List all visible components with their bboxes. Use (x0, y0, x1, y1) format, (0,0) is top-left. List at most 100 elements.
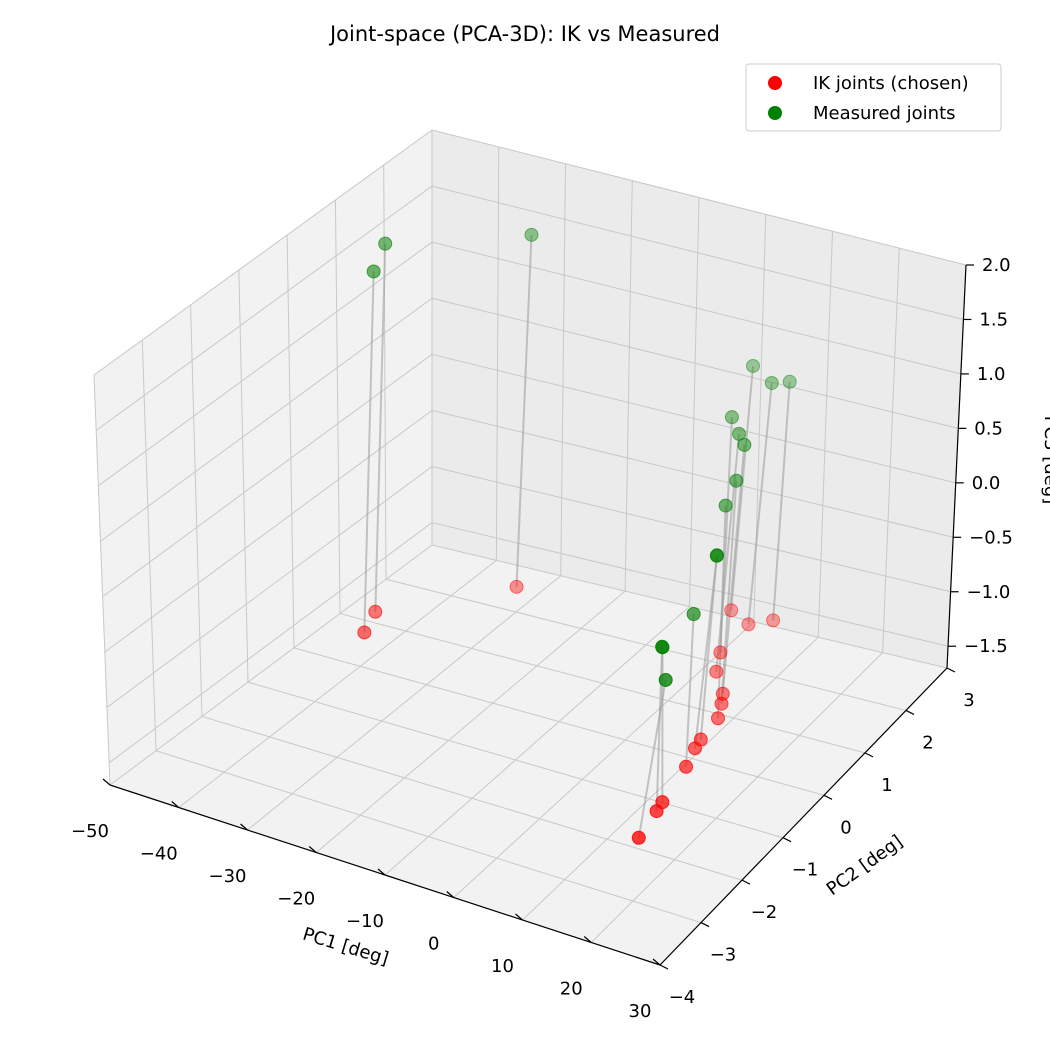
ik-joint-point (709, 664, 724, 679)
x-tick-mark (240, 823, 248, 831)
ik-joint-point (357, 625, 372, 640)
measured-joint-point (686, 606, 701, 621)
grid-line-x-back (560, 163, 566, 576)
ik-joint-point (766, 613, 781, 628)
y-tick-label: 0 (840, 817, 851, 838)
x-tick-mark (171, 801, 180, 808)
grid-line-x-floor (315, 590, 626, 853)
grid-line-x-back (882, 248, 900, 653)
y-axis-line (659, 667, 948, 966)
y-tick-mark (864, 752, 874, 758)
connector-line (715, 433, 741, 672)
z-tick-label: 2.0 (982, 255, 1011, 276)
z-tick-label: 1.0 (977, 364, 1006, 385)
x-tick-mark (308, 846, 317, 853)
grid-line-y-left (93, 374, 111, 786)
grid-line-z-back (431, 129, 967, 266)
y-tick-label: −4 (669, 987, 696, 1008)
z-tick-label: 0.5 (974, 418, 1003, 439)
measured-joint-point (718, 498, 733, 513)
grid-line-x-floor (590, 652, 883, 943)
grid-line-z-left (104, 410, 433, 653)
grid-line-x-back (495, 146, 500, 561)
connector-line (730, 365, 755, 611)
tick-labels: −50−40−30−20−100102030−4−3−2−10123−1.5−1… (71, 255, 1013, 1022)
legend: IK joints (chosen) Measured joints (745, 63, 1002, 132)
legend-box (745, 63, 1002, 132)
y-axis-label: PC2 [deg] (823, 831, 907, 900)
z-tick-label: −0.5 (969, 527, 1013, 548)
x-tick-label: −10 (346, 911, 384, 932)
grid-line-z-left (108, 522, 433, 764)
measured-joint-point (729, 473, 744, 488)
connector-line (637, 679, 667, 838)
grid-line-z-left (100, 297, 433, 542)
grid-line-z-back (431, 353, 956, 484)
grid-line-z-left (95, 185, 433, 431)
legend-label-measured: Measured joints (813, 103, 956, 124)
z-axis-label: PC3 [deg] (1040, 416, 1050, 505)
connector-line (717, 505, 727, 719)
grid-line-y-floor (247, 681, 784, 839)
grid-line-x-floor (109, 544, 433, 786)
x-tick-mark (652, 958, 661, 966)
grid-line-x-floor (247, 575, 562, 831)
connector-line (685, 613, 695, 767)
connector-line (363, 271, 375, 633)
grid-line-y-left (238, 269, 249, 683)
measured-joint-point (655, 639, 670, 654)
axis-lines (102, 264, 974, 970)
ik-joint-point (713, 645, 728, 660)
measured-joint-point (366, 264, 381, 279)
grid-line-y-floor (339, 613, 866, 754)
y-tick-mark (741, 879, 751, 885)
data-points (357, 227, 797, 845)
measured-joint-point (737, 437, 752, 452)
y-tick-mark (905, 709, 915, 715)
grid-line-x-floor (178, 559, 497, 808)
z-tick-label: −1.0 (967, 582, 1011, 603)
ik-joint-point (649, 804, 664, 819)
ik-joint-point (687, 741, 702, 756)
y-tick-label: −1 (792, 860, 819, 881)
grid-line-y-left (383, 164, 387, 580)
grid-line-x-back (817, 231, 833, 638)
grid-line-x-back (689, 197, 700, 607)
ik-joint-point (714, 696, 729, 711)
grid-line-y-floor (385, 578, 907, 711)
x-tick-label: 0 (428, 934, 439, 955)
grid-line-y-left (286, 234, 295, 648)
grid-line-z-back (431, 185, 964, 320)
axis-panes (94, 130, 966, 965)
left-pane (94, 130, 432, 785)
floor-pane (110, 545, 947, 965)
x-tick-mark (515, 913, 523, 921)
y-tick-mark (659, 964, 669, 970)
ik-joint-point (741, 617, 756, 632)
connector-line (515, 234, 533, 587)
measured-joint-point (746, 358, 761, 373)
back-pane (432, 130, 966, 668)
measured-joint-point (724, 410, 739, 425)
grid-line-z-back (431, 241, 961, 375)
x-tick-label: −50 (71, 821, 109, 842)
x-tick-label: 10 (491, 956, 514, 977)
z-tick-label: −1.5 (964, 636, 1008, 657)
z-axis-line (946, 264, 967, 669)
grid-line-y-left (190, 304, 203, 717)
connector-line (747, 382, 773, 625)
connector-lines (363, 234, 791, 838)
grid-line-x-back (624, 180, 633, 592)
z-tick-label: 0.0 (972, 473, 1001, 494)
connector-line (693, 555, 719, 749)
connector-line (374, 243, 387, 612)
legend-label-ik: IK joints (chosen) (813, 73, 969, 94)
measured-joint-point (378, 236, 393, 251)
x-tick-mark (102, 778, 111, 786)
grid-line-y-left (141, 339, 157, 751)
x-tick-label: −30 (209, 866, 247, 887)
z-tick-label: 1.5 (979, 309, 1008, 330)
x-tick-label: −20 (277, 889, 315, 910)
grid-line-z-left (98, 241, 433, 487)
x-tick-label: 20 (560, 979, 583, 1000)
